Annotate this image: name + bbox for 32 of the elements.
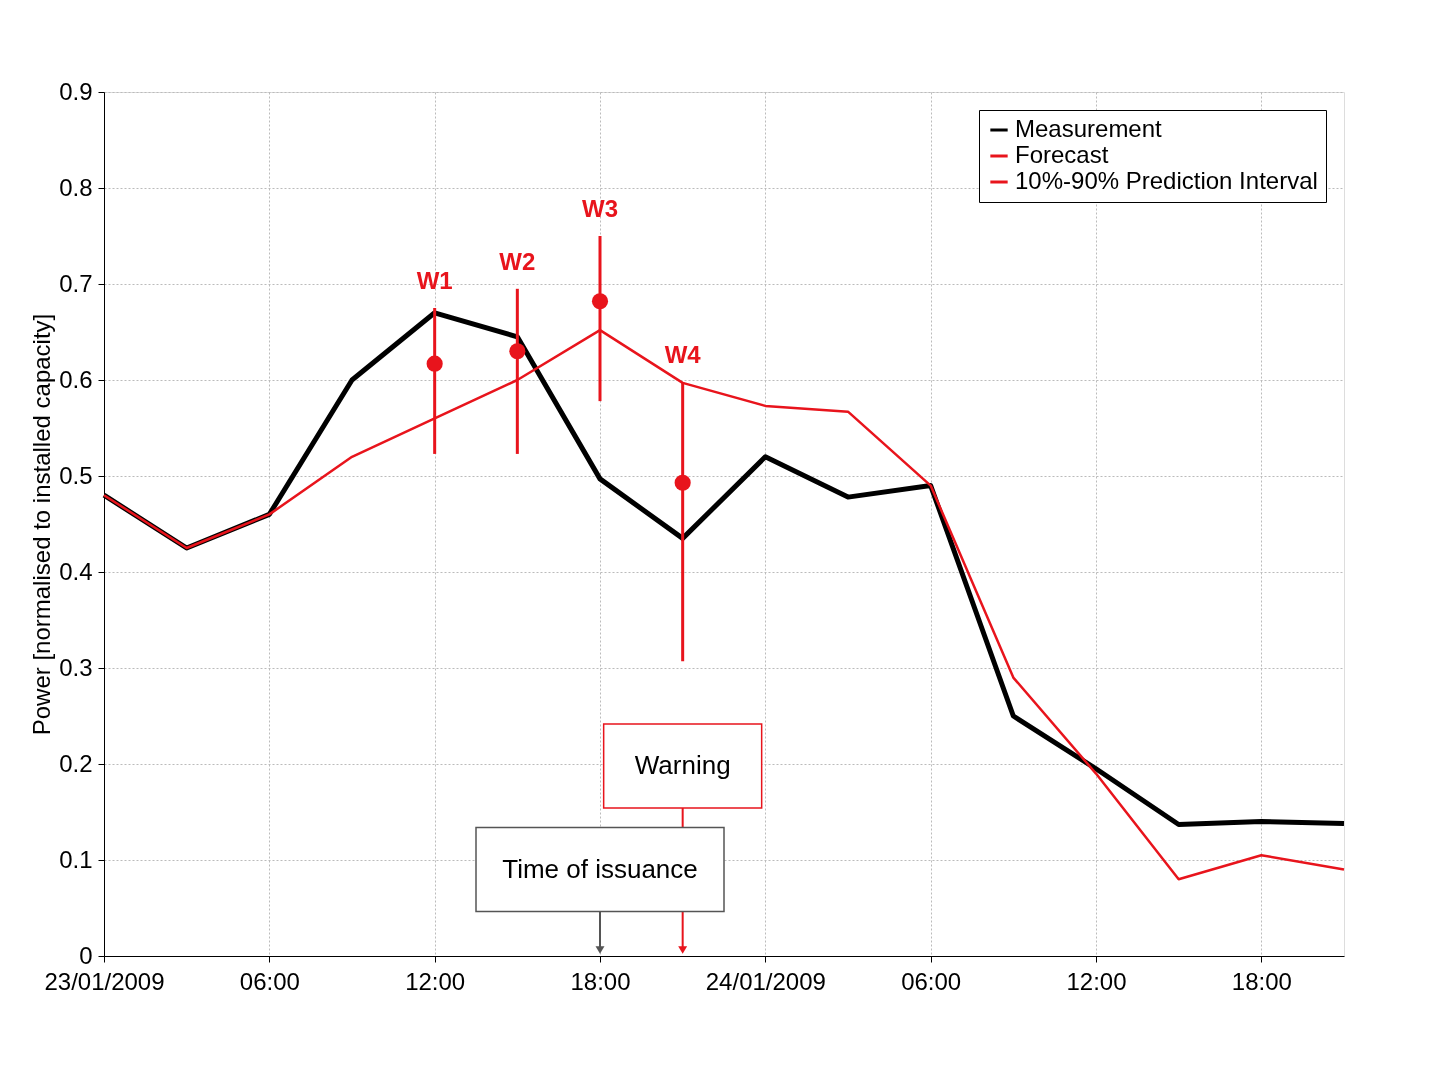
x-tick-label: 18:00 (570, 967, 631, 995)
x-tick-label: 24/01/2009 (705, 967, 826, 995)
y-tick-label: 0 (79, 941, 93, 969)
y-tick-label: 0.3 (59, 653, 93, 681)
y-tick-label: 0.6 (59, 365, 93, 393)
x-tick-label: 18:00 (1231, 967, 1292, 995)
point (426, 355, 443, 372)
annotation: Time of issuance (502, 853, 698, 884)
y-tick-label: 0.5 (59, 461, 93, 489)
y-tick-label: 0.4 (59, 557, 93, 585)
point (591, 293, 609, 310)
x-tick-label: 23/01/2009 (44, 967, 165, 995)
annotation: W1 (416, 267, 453, 294)
annotation: W4 (664, 340, 702, 368)
annotation: W3 (582, 195, 618, 222)
annotation: W2 (499, 247, 536, 275)
x-tick-label: 06:00 (239, 967, 300, 995)
y-tick-label: 0.2 (59, 749, 93, 777)
point (509, 343, 526, 360)
y-tick-label: 0.7 (59, 269, 93, 297)
legend-label: Measurement (1015, 115, 1163, 142)
y-axis-title: Power [normalised to installed capacity] (28, 313, 56, 736)
y-tick-label: 0.8 (59, 173, 93, 201)
annotation: Warning (634, 749, 731, 780)
point (674, 474, 691, 491)
legend-label: 10%-90% Prediction Interval (1015, 167, 1318, 194)
y-tick-label: 0.1 (59, 845, 93, 873)
x-tick-label: 12:00 (405, 967, 466, 995)
legend-label: Forecast (1015, 141, 1109, 168)
x-tick-label: 12:00 (1066, 967, 1127, 995)
y-tick-label: 0.9 (59, 77, 93, 105)
x-tick-label: 06:00 (901, 967, 962, 995)
